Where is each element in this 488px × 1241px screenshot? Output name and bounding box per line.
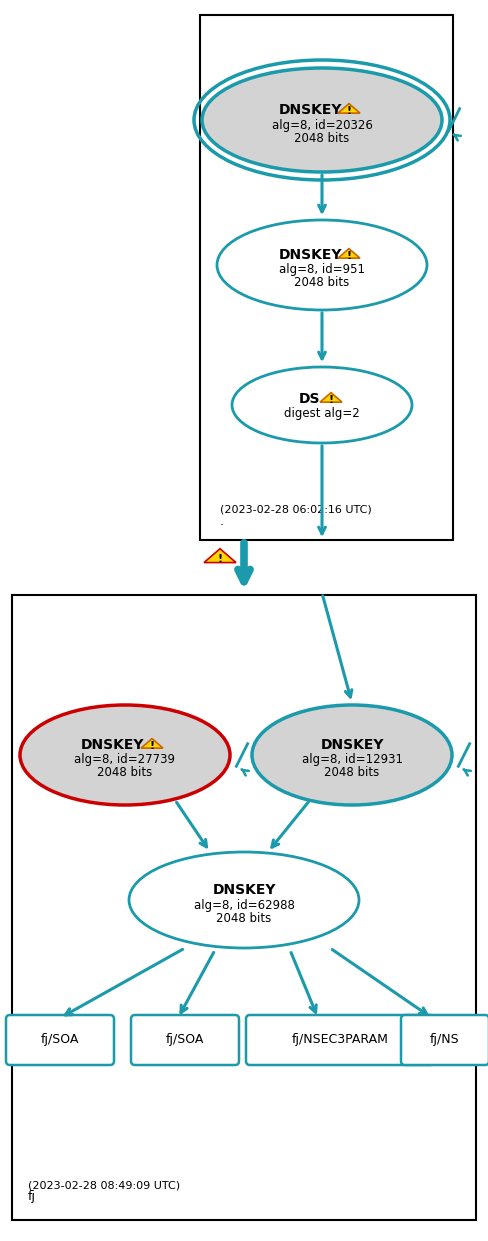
Text: DNSKEY: DNSKEY (278, 248, 342, 262)
Text: 2048 bits: 2048 bits (98, 767, 153, 779)
Text: DNSKEY: DNSKEY (212, 884, 276, 897)
Text: !: ! (218, 553, 223, 563)
Text: fj/NSEC3PARAM: fj/NSEC3PARAM (291, 1034, 388, 1046)
Text: alg=8, id=20326: alg=8, id=20326 (271, 118, 372, 132)
Text: .: . (220, 515, 224, 527)
Bar (12, 594, 476, 1220)
Text: !: ! (328, 395, 334, 405)
Bar (200, 15, 453, 540)
FancyBboxPatch shape (401, 1015, 488, 1065)
Ellipse shape (129, 853, 359, 948)
Text: (2023-02-28 08:49:09 UTC): (2023-02-28 08:49:09 UTC) (28, 1180, 180, 1190)
Ellipse shape (232, 367, 412, 443)
Text: DS: DS (299, 392, 321, 406)
Text: !: ! (346, 105, 351, 115)
Text: 2048 bits: 2048 bits (294, 132, 349, 144)
Text: alg=8, id=27739: alg=8, id=27739 (75, 753, 176, 767)
Text: !: ! (149, 741, 155, 751)
Text: (2023-02-28 06:02:16 UTC): (2023-02-28 06:02:16 UTC) (220, 505, 372, 515)
Ellipse shape (252, 705, 452, 805)
Polygon shape (204, 549, 236, 562)
FancyBboxPatch shape (246, 1015, 434, 1065)
Text: DNSKEY: DNSKEY (81, 738, 145, 752)
Text: alg=8, id=951: alg=8, id=951 (279, 263, 365, 277)
FancyBboxPatch shape (6, 1015, 114, 1065)
Polygon shape (320, 392, 342, 402)
Text: alg=8, id=12931: alg=8, id=12931 (302, 753, 403, 767)
Polygon shape (141, 738, 163, 748)
Text: 2048 bits: 2048 bits (325, 767, 380, 779)
Polygon shape (338, 248, 360, 258)
Text: fj/SOA: fj/SOA (166, 1034, 204, 1046)
Ellipse shape (217, 220, 427, 310)
Text: alg=8, id=62988: alg=8, id=62988 (194, 898, 294, 911)
Text: DNSKEY: DNSKEY (278, 103, 342, 117)
Text: fj/SOA: fj/SOA (41, 1034, 79, 1046)
Text: !: ! (346, 251, 351, 261)
Polygon shape (338, 103, 360, 113)
Ellipse shape (202, 68, 442, 172)
Text: 2048 bits: 2048 bits (216, 911, 272, 925)
Text: fj/NS: fj/NS (430, 1034, 460, 1046)
Text: 2048 bits: 2048 bits (294, 277, 349, 289)
Text: digest alg=2: digest alg=2 (284, 407, 360, 419)
Ellipse shape (20, 705, 230, 805)
Text: fj: fj (28, 1190, 36, 1203)
Text: DNSKEY: DNSKEY (320, 738, 384, 752)
FancyBboxPatch shape (131, 1015, 239, 1065)
